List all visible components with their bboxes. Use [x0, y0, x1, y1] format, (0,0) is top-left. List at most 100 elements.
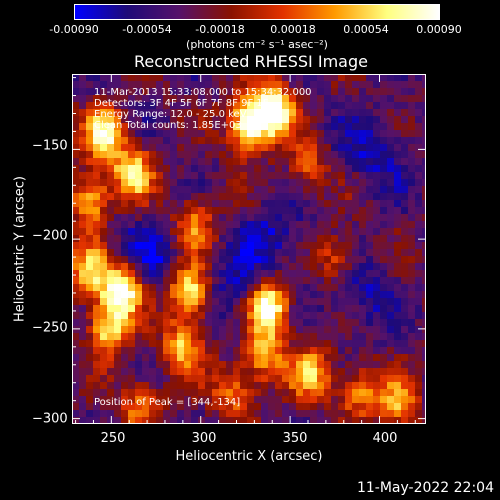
- heatmap-cell: [191, 137, 198, 144]
- heatmap-cell: [338, 137, 345, 144]
- heatmap-cell: [184, 368, 191, 375]
- heatmap-cell: [415, 375, 422, 382]
- heatmap-cell: [317, 319, 324, 326]
- heatmap-cell: [121, 305, 128, 312]
- heatmap-cell: [373, 410, 380, 417]
- heatmap-cell: [401, 151, 408, 158]
- heatmap-cell: [184, 102, 191, 109]
- heatmap-cell: [247, 172, 254, 179]
- heatmap-cell: [359, 186, 366, 193]
- heatmap-cell: [212, 396, 219, 403]
- heatmap-cell: [373, 95, 380, 102]
- heatmap-cell: [107, 284, 114, 291]
- heatmap-cell: [219, 291, 226, 298]
- heatmap-cell: [121, 417, 128, 424]
- heatmap-cell: [275, 81, 282, 88]
- heatmap-cell: [114, 137, 121, 144]
- heatmap-cell: [79, 284, 86, 291]
- heatmap-cell: [345, 382, 352, 389]
- heatmap-cell: [191, 214, 198, 221]
- heatmap-cell: [380, 214, 387, 221]
- heatmap-cell: [226, 305, 233, 312]
- heatmap-cell: [191, 270, 198, 277]
- heatmap-cell: [380, 74, 387, 81]
- heatmap-cell: [387, 193, 394, 200]
- heatmap-cell: [282, 277, 289, 284]
- heatmap-cell: [149, 74, 156, 81]
- heatmap-cell: [324, 396, 331, 403]
- heatmap-cell: [387, 81, 394, 88]
- heatmap-cell: [324, 284, 331, 291]
- heatmap-cell: [128, 214, 135, 221]
- heatmap-cell: [212, 291, 219, 298]
- heatmap-cell: [135, 284, 142, 291]
- heatmap-cell: [268, 193, 275, 200]
- heatmap-cell: [128, 95, 135, 102]
- heatmap-cell: [345, 88, 352, 95]
- heatmap-cell: [289, 256, 296, 263]
- heatmap-cell: [268, 123, 275, 130]
- heatmap-cell: [100, 95, 107, 102]
- heatmap-cell: [401, 74, 408, 81]
- heatmap-cell: [93, 81, 100, 88]
- heatmap-cell: [191, 179, 198, 186]
- heatmap-cell: [275, 116, 282, 123]
- heatmap-cell: [268, 319, 275, 326]
- heatmap-cell: [296, 221, 303, 228]
- heatmap-cell: [352, 137, 359, 144]
- heatmap-cell: [422, 221, 426, 228]
- heatmap-cell: [331, 326, 338, 333]
- heatmap-cell: [177, 319, 184, 326]
- heatmap-cell: [170, 228, 177, 235]
- heatmap-cell: [184, 403, 191, 410]
- heatmap-cell: [296, 172, 303, 179]
- heatmap-cell: [317, 137, 324, 144]
- heatmap-cell: [310, 270, 317, 277]
- heatmap-cell: [401, 242, 408, 249]
- heatmap-cell: [289, 347, 296, 354]
- heatmap-cell: [72, 221, 79, 228]
- heatmap-cell: [156, 340, 163, 347]
- heatmap-cell: [184, 396, 191, 403]
- heatmap-cell: [156, 200, 163, 207]
- heatmap-cell: [345, 151, 352, 158]
- heatmap-cell: [422, 417, 426, 424]
- heatmap-cell: [128, 284, 135, 291]
- heatmap-cell: [86, 179, 93, 186]
- heatmap-cell: [184, 410, 191, 417]
- heatmap-cell: [121, 354, 128, 361]
- heatmap-cell: [107, 144, 114, 151]
- heatmap-cell: [261, 102, 268, 109]
- heatmap-cell: [324, 361, 331, 368]
- heatmap-cell: [331, 403, 338, 410]
- heatmap-cell: [219, 361, 226, 368]
- heatmap-cell: [114, 333, 121, 340]
- heatmap-cell: [408, 382, 415, 389]
- heatmap-cell: [198, 284, 205, 291]
- heatmap-cell: [219, 242, 226, 249]
- heatmap-cell: [226, 298, 233, 305]
- heatmap-cell: [345, 242, 352, 249]
- heatmap-cell: [352, 417, 359, 424]
- heatmap-cell: [282, 235, 289, 242]
- heatmap-cell: [79, 319, 86, 326]
- heatmap-cell: [205, 368, 212, 375]
- heatmap-cell: [226, 207, 233, 214]
- heatmap-cell: [212, 102, 219, 109]
- heatmap-cell: [366, 382, 373, 389]
- heatmap-cell: [345, 396, 352, 403]
- heatmap-cell: [352, 165, 359, 172]
- heatmap-cell: [310, 277, 317, 284]
- heatmap-cell: [394, 305, 401, 312]
- heatmap-cell: [338, 417, 345, 424]
- heatmap-cell: [212, 200, 219, 207]
- heatmap-cell: [394, 158, 401, 165]
- heatmap-cell: [282, 340, 289, 347]
- heatmap-cell: [345, 354, 352, 361]
- heatmap-cell: [86, 221, 93, 228]
- heatmap-cell: [72, 298, 79, 305]
- heatmap-cell: [373, 186, 380, 193]
- heatmap-cell: [72, 326, 79, 333]
- heatmap-cell: [205, 319, 212, 326]
- heatmap-cell: [247, 235, 254, 242]
